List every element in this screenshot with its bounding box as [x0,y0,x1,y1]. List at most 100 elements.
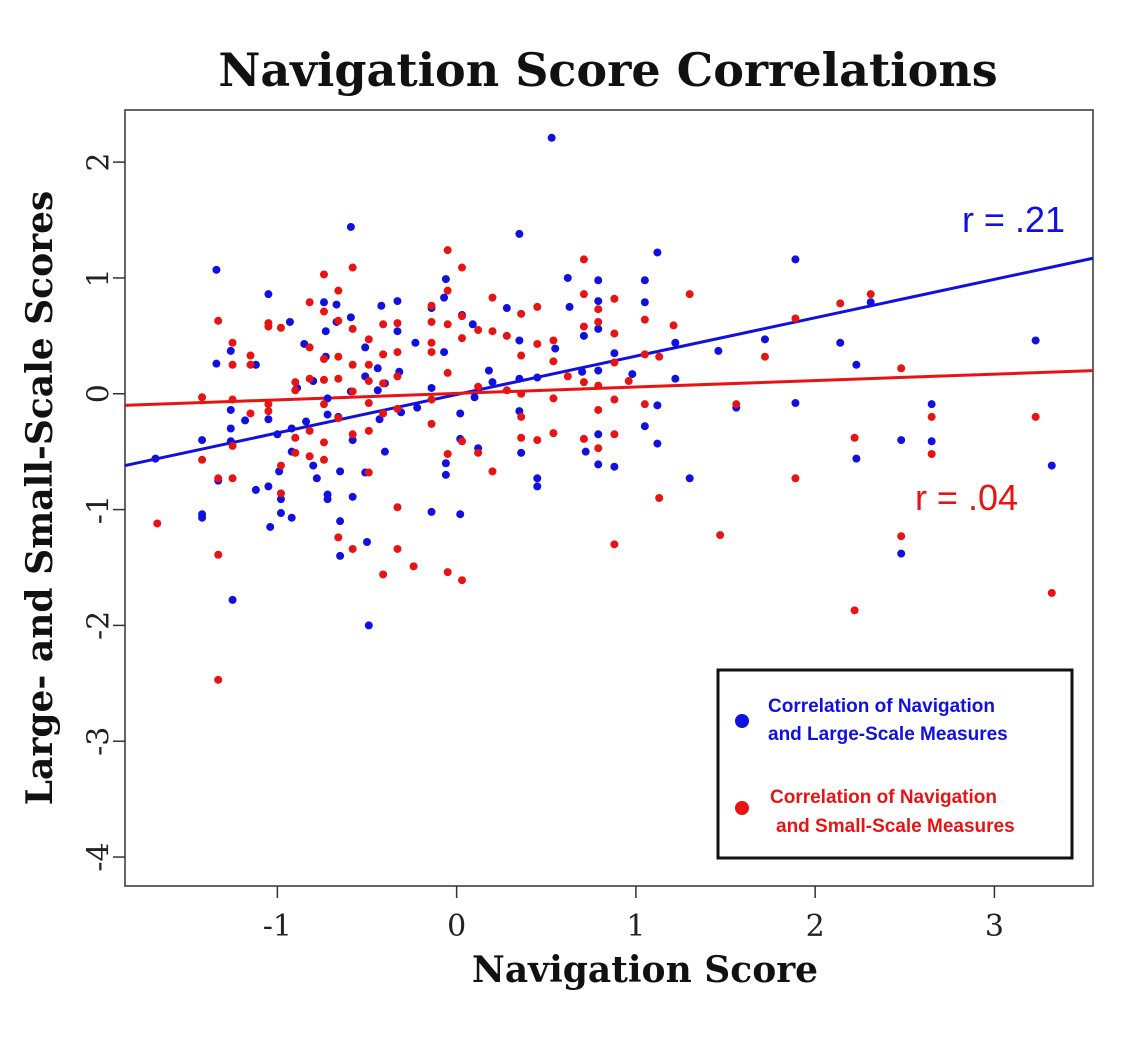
plot-area [124,109,1094,887]
point-large-133 [1047,461,1056,470]
y-tick-label-6: 2 [82,153,117,172]
point-small-67 [409,562,418,571]
point-large-0 [151,454,160,463]
point-small-79 [443,568,452,577]
point-small-5 [214,550,223,559]
point-small-29 [305,426,314,435]
point-small-53 [364,399,373,408]
point-large-76 [456,409,465,418]
point-large-107 [610,349,619,358]
point-large-101 [594,276,603,285]
point-large-33 [319,298,328,307]
point-small-132 [760,352,769,361]
point-large-111 [640,298,649,307]
point-large-122 [791,255,800,264]
point-small-115 [594,444,603,453]
point-large-88 [515,336,524,345]
chart-title: Navigation Score Correlations [218,43,997,97]
point-small-26 [305,298,314,307]
point-large-44 [336,517,345,526]
point-large-36 [323,394,332,403]
point-small-101 [549,336,558,345]
point-large-86 [515,229,524,238]
point-small-30 [305,452,314,461]
point-large-116 [671,338,680,347]
point-small-85 [474,326,483,335]
point-small-96 [517,412,526,421]
point-small-48 [348,430,357,439]
point-large-14 [251,485,260,494]
point-small-43 [334,533,343,542]
point-large-63 [393,327,402,336]
point-small-81 [458,312,467,321]
point-large-74 [441,470,450,479]
point-small-59 [379,409,388,418]
point-small-61 [393,319,402,328]
point-large-114 [653,401,662,410]
point-large-58 [375,415,384,424]
point-small-134 [791,474,800,483]
fit-lines [124,256,1094,468]
point-small-87 [474,448,483,457]
point-small-124 [640,350,649,359]
point-large-92 [533,474,542,483]
fit-line-small [124,369,1094,407]
point-large-90 [517,448,526,457]
point-small-104 [549,429,558,438]
point-large-105 [594,430,603,439]
y-tick-label-0: -4 [82,842,117,871]
point-small-86 [474,382,483,391]
point-large-126 [852,454,861,463]
point-small-139 [897,364,906,373]
point-small-11 [228,474,237,483]
point-small-45 [348,324,357,333]
point-small-69 [427,317,436,326]
point-large-96 [563,273,572,282]
fit-line-large [124,256,1094,468]
point-small-131 [732,400,741,409]
point-small-117 [610,329,619,338]
point-large-70 [427,507,436,516]
point-large-102 [594,297,603,306]
point-large-95 [551,344,560,353]
point-small-22 [291,378,300,387]
point-small-122 [624,377,633,386]
point-large-59 [377,301,386,310]
point-large-87 [515,374,524,383]
point-large-72 [440,348,449,357]
point-small-20 [276,461,285,470]
point-small-28 [305,374,314,383]
point-small-111 [594,305,603,314]
point-small-27 [305,343,314,352]
point-small-44 [348,263,357,272]
point-small-4 [214,474,223,483]
point-large-112 [640,422,649,431]
point-small-55 [364,468,373,477]
point-small-71 [427,348,436,357]
point-small-66 [393,544,402,553]
point-small-140 [897,532,906,541]
point-large-49 [348,436,357,445]
point-small-73 [427,419,436,428]
point-small-46 [348,360,357,369]
point-large-91 [533,373,542,382]
point-small-37 [319,455,328,464]
x-axis-title: Navigation Score [472,949,818,991]
point-small-24 [291,433,300,442]
point-large-119 [714,346,723,355]
legend-marker-small [735,801,749,815]
point-small-65 [393,503,402,512]
point-small-129 [685,290,694,299]
point-small-40 [334,352,343,361]
point-small-13 [246,360,255,369]
point-large-98 [578,367,587,376]
legend-label-large-line2: and Large-Scale Measures [768,724,1008,745]
point-small-42 [334,414,343,423]
point-small-95 [517,389,526,398]
point-large-62 [393,297,402,306]
point-small-116 [610,294,619,303]
point-large-19 [273,430,282,439]
point-small-114 [594,405,603,414]
point-small-54 [364,426,373,435]
